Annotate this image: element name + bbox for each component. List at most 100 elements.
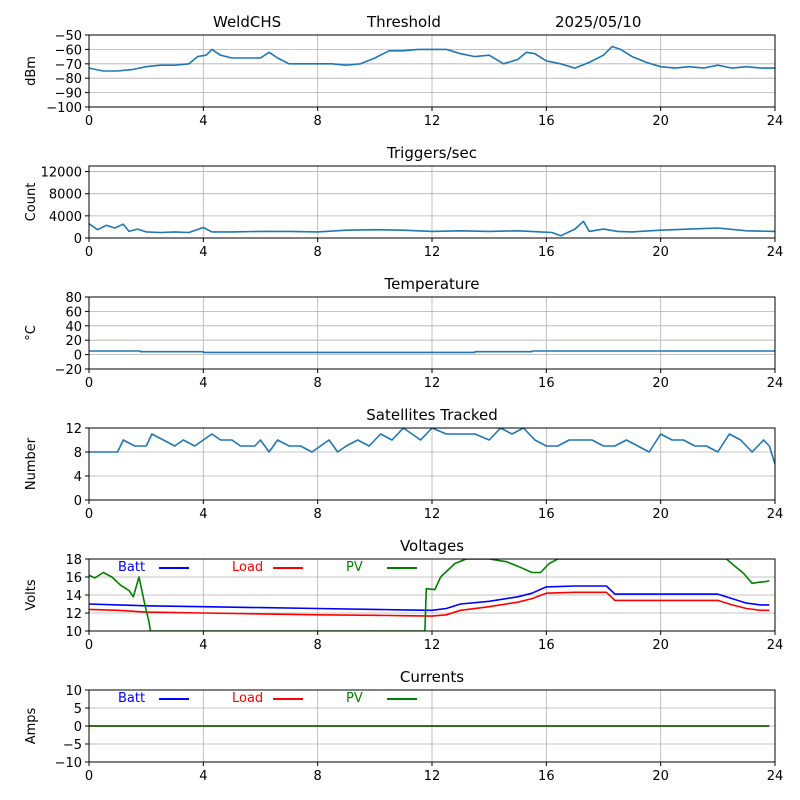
y-tick-label: 18 bbox=[65, 553, 82, 568]
x-tick-label: 20 bbox=[652, 769, 669, 784]
x-tick-label: 8 bbox=[314, 245, 322, 260]
y-tick-label: −10 bbox=[55, 756, 82, 771]
chart-panel: 0 4 8 12 16 20 24 0 4000 8000 12000 Triggers/sec Cou… bbox=[24, 144, 783, 260]
x-tick-label: 4 bbox=[199, 245, 207, 260]
y-tick-label: 80 bbox=[65, 291, 82, 306]
x-tick-label: 16 bbox=[538, 769, 555, 784]
legend-label: Batt bbox=[118, 560, 145, 575]
mode-label: Threshold bbox=[366, 13, 441, 31]
series-line-pv bbox=[89, 559, 770, 631]
x-tick-label: 16 bbox=[538, 114, 555, 129]
x-tick-label: 8 bbox=[314, 769, 322, 784]
x-tick-label: 4 bbox=[199, 507, 207, 522]
x-tick-label: 16 bbox=[538, 245, 555, 260]
y-tick-label: 14 bbox=[65, 589, 82, 604]
x-tick-label: 24 bbox=[767, 638, 784, 653]
series-line-data bbox=[89, 350, 775, 354]
y-axis-label: Amps bbox=[24, 707, 39, 744]
x-tick-label: 24 bbox=[767, 769, 784, 784]
chart-title: Voltages bbox=[400, 537, 464, 555]
x-tick-label: 0 bbox=[85, 114, 93, 129]
date-label: 2025/05/10 bbox=[555, 13, 641, 31]
x-tick-label: 4 bbox=[199, 376, 207, 391]
x-tick-label: 12 bbox=[424, 245, 441, 260]
y-tick-label: 0 bbox=[74, 349, 82, 364]
x-tick-label: 20 bbox=[652, 376, 669, 391]
x-tick-label: 0 bbox=[85, 245, 93, 260]
x-tick-label: 16 bbox=[538, 507, 555, 522]
y-tick-label: 8 bbox=[74, 446, 82, 461]
x-tick-label: 20 bbox=[652, 245, 669, 260]
x-tick-label: 12 bbox=[424, 638, 441, 653]
x-tick-label: 4 bbox=[199, 638, 207, 653]
y-tick-label: −20 bbox=[55, 363, 82, 378]
y-axis-label: Number bbox=[24, 437, 39, 490]
x-tick-label: 20 bbox=[652, 507, 669, 522]
x-tick-label: 4 bbox=[199, 769, 207, 784]
y-tick-label: 10 bbox=[65, 625, 82, 640]
x-tick-label: 8 bbox=[314, 507, 322, 522]
x-tick-label: 24 bbox=[767, 114, 784, 129]
chart-panel: 0 4 8 12 16 20 24 10 12 14 16 18 Voltages Volts Batt Lo… bbox=[24, 537, 783, 653]
y-tick-label: 4 bbox=[74, 470, 82, 485]
x-tick-label: 24 bbox=[767, 507, 784, 522]
y-tick-label: −90 bbox=[55, 87, 82, 102]
x-tick-label: 16 bbox=[538, 638, 555, 653]
y-axis-label: dBm bbox=[24, 56, 39, 86]
chart-title: Temperature bbox=[383, 275, 479, 293]
y-tick-label: 8000 bbox=[49, 188, 82, 203]
chart-panel: 0 4 8 12 16 20 24 0 4 8 12 Satellites Tracked Number bbox=[24, 406, 783, 522]
y-tick-label: 5 bbox=[74, 702, 82, 717]
y-tick-label: 40 bbox=[65, 320, 82, 335]
y-tick-label: 0 bbox=[74, 494, 82, 509]
y-axis-label: Count bbox=[24, 183, 39, 222]
y-tick-label: −70 bbox=[55, 58, 82, 73]
x-tick-label: 8 bbox=[314, 638, 322, 653]
x-tick-label: 12 bbox=[424, 114, 441, 129]
y-tick-label: 0 bbox=[74, 232, 82, 247]
x-tick-label: 4 bbox=[199, 114, 207, 129]
y-tick-label: 16 bbox=[65, 571, 82, 586]
y-tick-label: −100 bbox=[46, 101, 82, 116]
y-tick-label: 12000 bbox=[41, 166, 82, 181]
x-tick-label: 12 bbox=[424, 507, 441, 522]
x-tick-label: 24 bbox=[767, 245, 784, 260]
series-line-batt bbox=[89, 585, 770, 612]
legend-label: Load bbox=[232, 560, 263, 575]
x-tick-label: 8 bbox=[314, 114, 322, 129]
y-tick-label: 4000 bbox=[49, 210, 82, 225]
y-tick-label: 12 bbox=[65, 607, 82, 622]
x-tick-label: 0 bbox=[85, 769, 93, 784]
chart-title: Currents bbox=[400, 668, 464, 686]
y-tick-label: −80 bbox=[55, 72, 82, 87]
y-tick-label: −5 bbox=[63, 738, 82, 753]
x-tick-label: 20 bbox=[652, 114, 669, 129]
y-tick-label: 12 bbox=[65, 422, 82, 437]
y-tick-label: 10 bbox=[65, 684, 82, 699]
x-tick-label: 16 bbox=[538, 376, 555, 391]
y-tick-label: 20 bbox=[65, 334, 82, 349]
x-tick-label: 0 bbox=[85, 376, 93, 391]
x-tick-label: 0 bbox=[85, 507, 93, 522]
legend-label: Batt bbox=[118, 691, 145, 706]
series-line-load bbox=[89, 591, 770, 617]
legend-label: Load bbox=[232, 691, 263, 706]
chart-title: Satellites Tracked bbox=[366, 406, 497, 424]
series-line-data bbox=[89, 220, 775, 237]
legend-label: PV bbox=[346, 691, 363, 706]
series-line-data bbox=[89, 428, 775, 465]
chart-panel: 0 4 8 12 16 20 24 −100−90−80−70−60−50 dBm bbox=[24, 29, 783, 129]
x-tick-label: 12 bbox=[424, 769, 441, 784]
y-tick-label: 0 bbox=[74, 720, 82, 735]
y-axis-label: °C bbox=[24, 325, 39, 341]
x-tick-label: 12 bbox=[424, 376, 441, 391]
y-axis-label: Volts bbox=[24, 579, 39, 611]
station-name: WeldCHS bbox=[213, 13, 281, 31]
chart-panel: 0 4 8 12 16 20 24 −10 −5 0 5 10 Currents Amps Batt Load… bbox=[24, 668, 783, 784]
x-tick-label: 24 bbox=[767, 376, 784, 391]
x-tick-label: 20 bbox=[652, 638, 669, 653]
legend-label: PV bbox=[346, 560, 363, 575]
chart-title: Triggers/sec bbox=[386, 144, 477, 162]
